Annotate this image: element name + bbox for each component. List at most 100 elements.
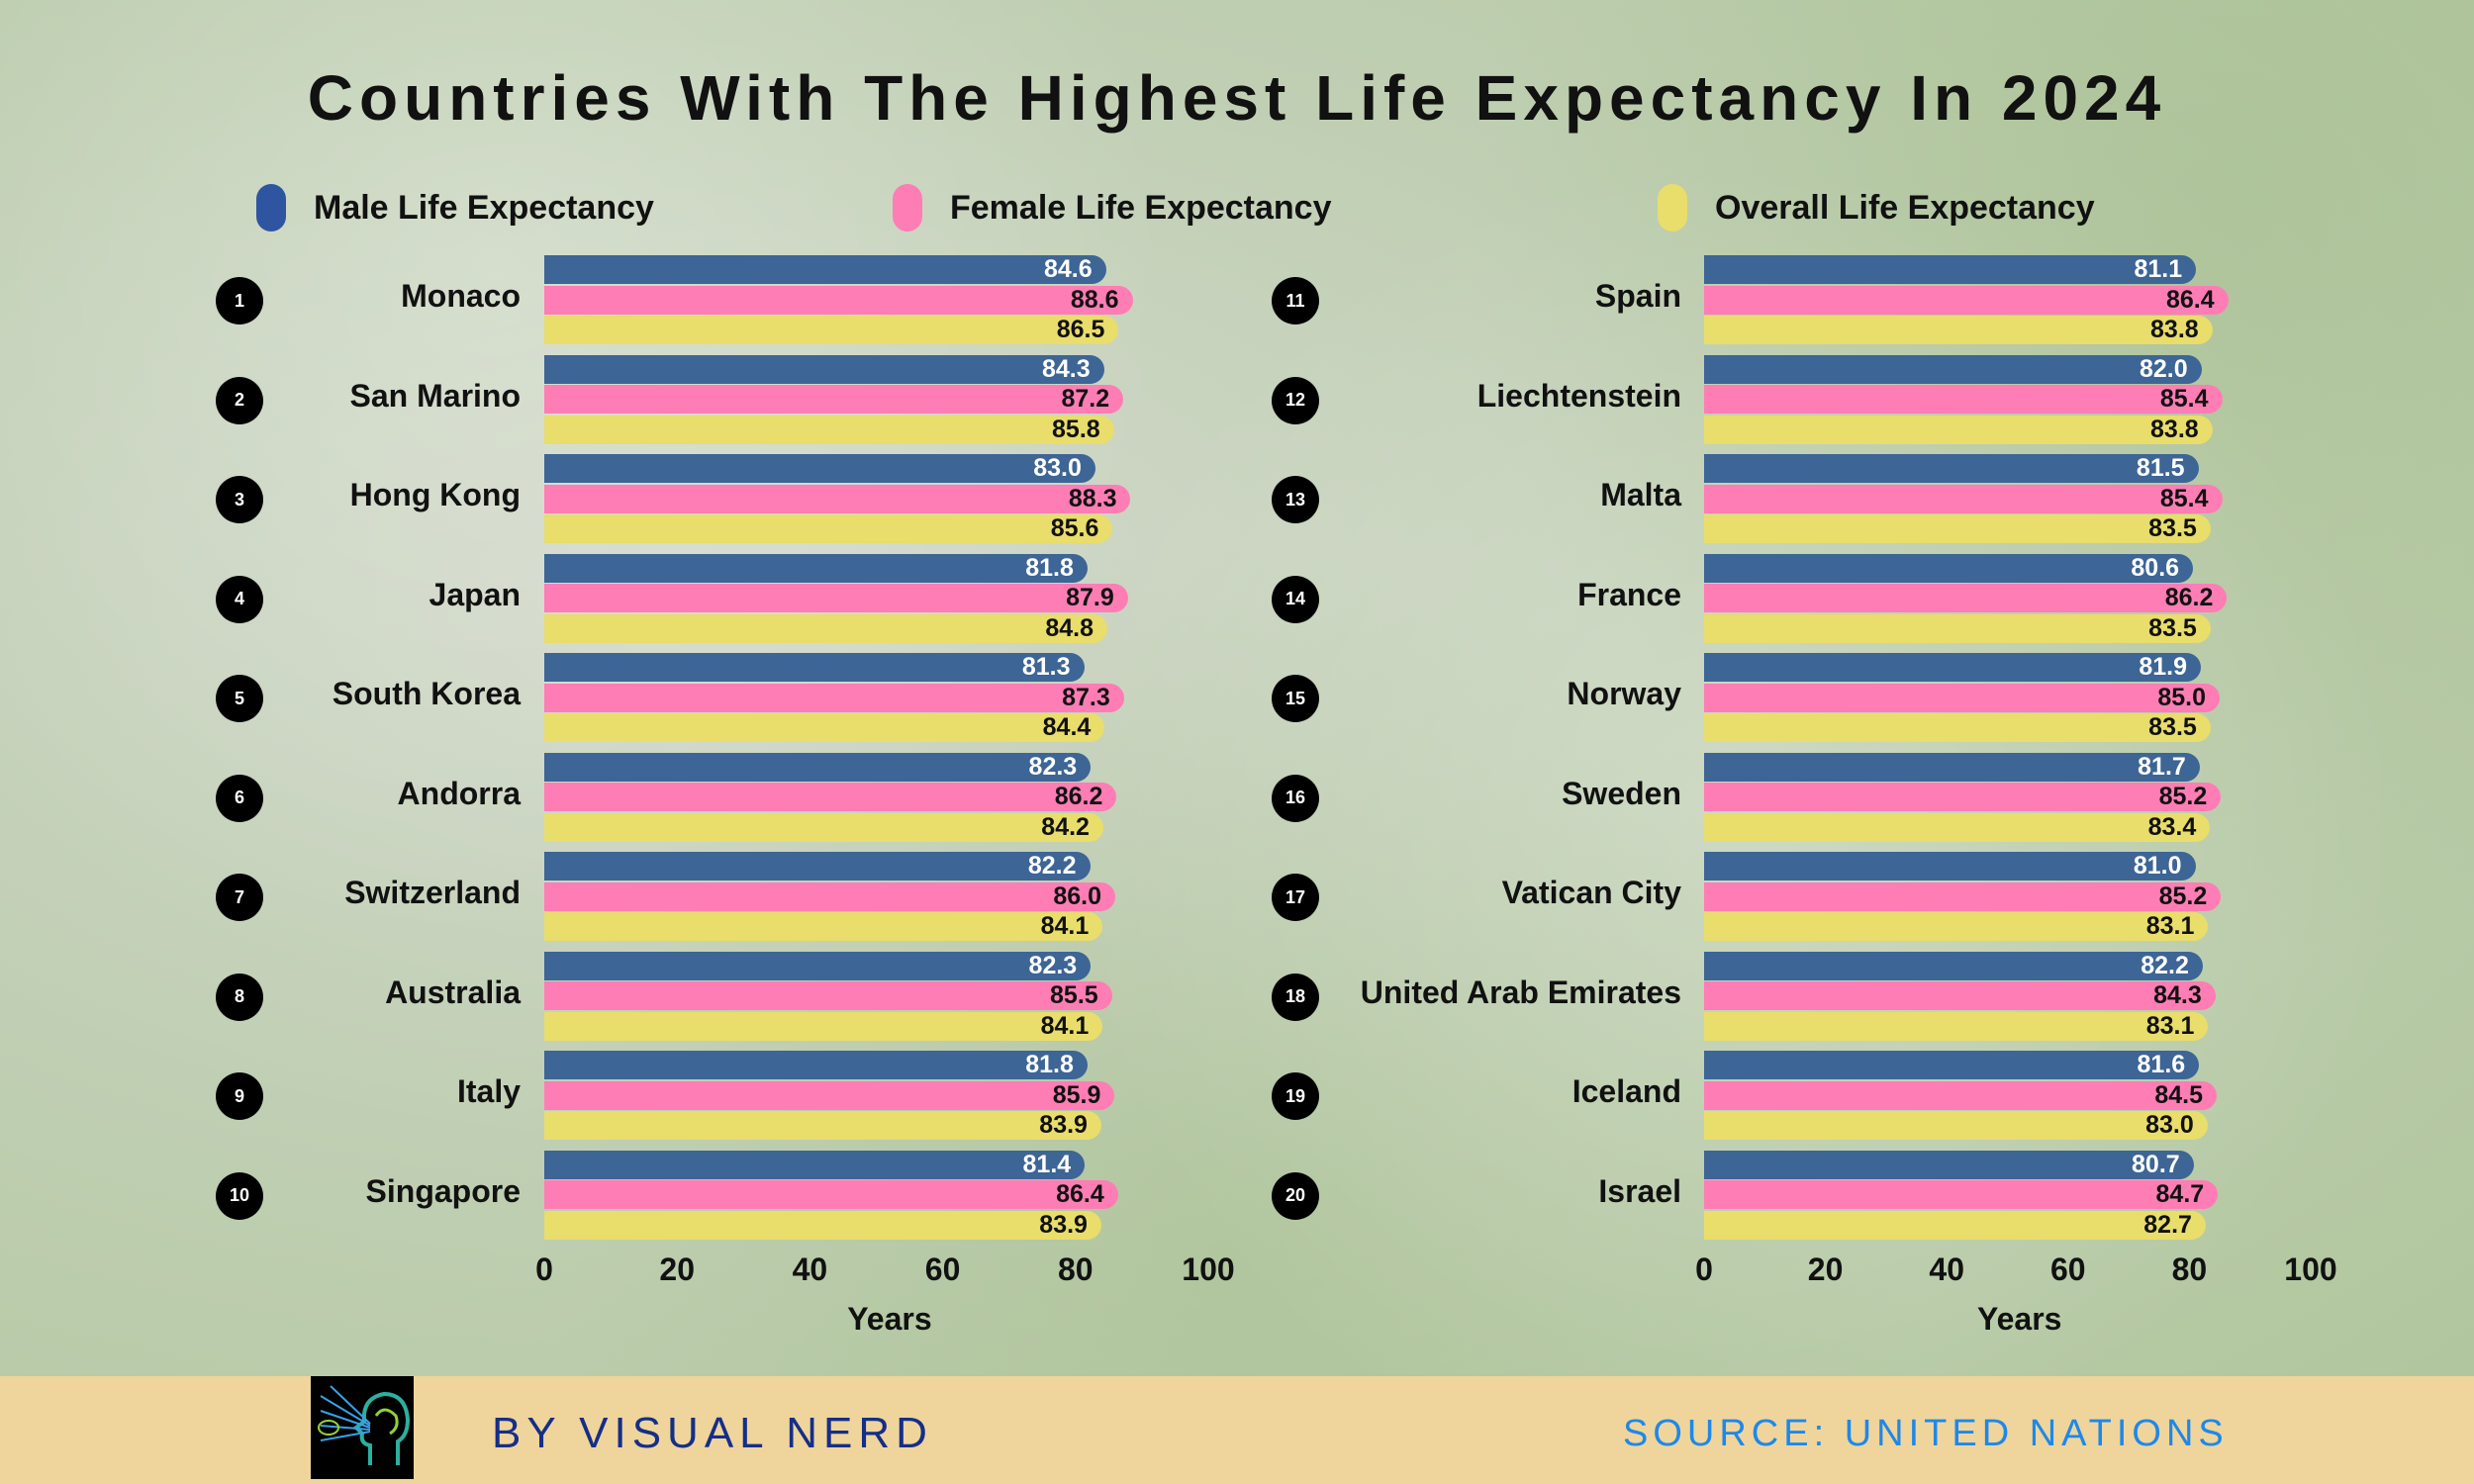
rank-badge: 18 [1272,973,1319,1021]
bar-value-label: 84.1 [1040,1011,1090,1040]
bar-value-label: 83.9 [1039,1210,1088,1239]
legend-marker-overall [1658,184,1687,232]
bar-value-label: 83.1 [2145,1011,2195,1040]
x-tick-label: 60 [2050,1252,2086,1287]
bar-female: 86.4 [544,1180,1118,1210]
bar-value-label: 84.3 [2153,981,2202,1010]
bar-male: 81.7 [1704,752,2200,782]
bar-male: 81.9 [1704,653,2202,682]
bar-value-label: 82.3 [1028,951,1078,979]
bar-overall: 83.5 [1704,713,2211,743]
bar-female: 85.4 [1704,484,2223,513]
bar-female: 88.6 [544,285,1133,315]
bar-value-label: 83.0 [2145,1111,2194,1140]
country-label: Vatican City [1501,875,1681,910]
x-tick-label: 80 [1058,1252,1094,1287]
country-label: Andorra [397,775,521,811]
bar-value-label: 81.6 [2137,1051,2186,1078]
bar-value-label: 85.5 [1050,981,1098,1010]
legend-label-overall: Overall Life Expectancy [1715,188,2095,227]
bar-male: 81.3 [544,653,1085,682]
country-label: Malta [1600,477,1681,512]
rank-badge: 5 [216,675,263,722]
bar-value-label: 85.4 [2159,385,2209,414]
bar-value-label: 81.5 [2136,454,2185,482]
bar-value-label: 85.0 [2157,683,2207,711]
x-tick-label: 100 [2284,1252,2337,1287]
bar-overall: 86.5 [544,316,1119,345]
bar-male: 81.8 [544,1051,1088,1079]
x-tick-label: 60 [924,1252,961,1287]
bar-female: 86.2 [544,783,1117,812]
country-label: Spain [1594,278,1681,314]
rank-badge: 20 [1272,1171,1319,1220]
rank-badge: 11 [1272,277,1319,325]
bar-value-label: 85.6 [1050,514,1099,543]
bar-value-label: 82.2 [2141,951,2189,979]
bar-overall: 83.1 [1704,912,2209,942]
legend-male: Male Life Expectancy [256,184,654,232]
bar-value-label: 83.1 [2145,912,2195,941]
bar-overall: 84.1 [544,1011,1103,1041]
bar-value-label: 85.2 [2158,881,2208,910]
bar-female: 85.2 [1704,783,2222,812]
country-label: Singapore [365,1172,521,1209]
bar-male: 81.8 [544,553,1088,583]
country-label: France [1577,576,1681,612]
bar-overall: 82.7 [1704,1210,2206,1240]
rank-badge: 7 [216,874,263,921]
x-tick-label: 40 [792,1252,828,1287]
bar-male: 81.1 [1704,255,2197,284]
bar-female: 87.2 [544,385,1124,415]
bar-value-label: 83.8 [2150,415,2199,443]
bar-female: 86.0 [544,881,1116,911]
bar-male: 82.3 [544,951,1092,980]
bar-value-label: 86.2 [1054,783,1103,811]
bar-value-label: 80.6 [2131,553,2180,582]
bar-female: 86.2 [1704,584,2228,613]
bar-value-label: 88.3 [1068,484,1117,512]
bar-value-label: 81.4 [1022,1150,1072,1178]
bar-male: 80.6 [1704,553,2194,583]
bar-overall: 85.6 [544,514,1113,544]
rank-badge: 1 [216,277,263,325]
bar-female: 87.3 [544,683,1124,712]
chart-title: Countries With The Highest Life Expectan… [307,62,2167,134]
bar-value-label: 87.9 [1066,584,1114,612]
bar-value-label: 85.9 [1052,1080,1101,1109]
bar-value-label: 84.5 [2154,1080,2203,1109]
rank-badge: 17 [1272,874,1319,921]
bar-male: 82.2 [544,852,1091,881]
x-axis-label: Years [847,1301,932,1337]
country-label: Liechtenstein [1476,377,1681,414]
rank-badge: 4 [216,575,263,623]
x-tick-label: 20 [1807,1252,1844,1287]
bar-value-label: 81.8 [1025,1051,1074,1078]
bar-female: 87.9 [544,584,1128,613]
bar-value-label: 81.0 [2133,852,2182,880]
bar-value-label: 81.8 [1025,553,1074,582]
bar-value-label: 84.1 [1040,912,1090,941]
bar-value-label: 85.4 [2159,484,2209,512]
bar-value-label: 82.0 [2139,354,2188,383]
bar-value-label: 88.6 [1070,285,1119,314]
bar-overall: 85.8 [544,415,1114,444]
x-tick-label: 100 [1182,1252,1235,1287]
bar-value-label: 84.8 [1045,613,1094,642]
bar-male: 82.2 [1704,951,2203,980]
x-axis-label: Years [1977,1301,2062,1337]
bar-value-label: 82.2 [1027,852,1077,880]
bar-value-label: 83.0 [1033,454,1082,482]
bar-value-label: 84.7 [2155,1180,2205,1209]
bar-value-label: 83.8 [2150,316,2199,344]
bar-male: 83.0 [544,454,1095,483]
bar-male: 80.7 [1704,1150,2194,1179]
bar-value-label: 85.8 [1052,415,1100,443]
bar-female: 85.4 [1704,385,2223,415]
bar-male: 81.5 [1704,454,2199,483]
country-label: Switzerland [344,875,521,910]
bar-overall: 83.5 [1704,514,2211,544]
country-label: Monaco [401,278,521,314]
bar-overall: 83.8 [1704,415,2213,444]
bar-overall: 83.5 [1704,613,2211,643]
